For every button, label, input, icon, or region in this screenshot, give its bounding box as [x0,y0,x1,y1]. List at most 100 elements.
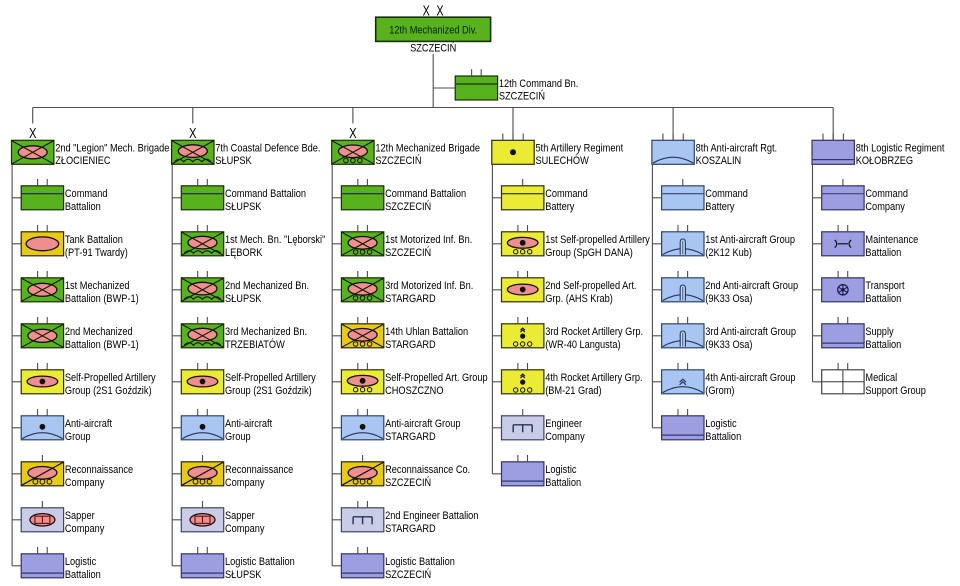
svg-text:SZCZECIŃ: SZCZECIŃ [375,153,421,167]
svg-text:Battery: Battery [545,201,575,213]
svg-text:2nd "Legion" Mech. Brigade: 2nd "Legion" Mech. Brigade [55,143,170,155]
svg-text:8th Logistic Regiment: 8th Logistic Regiment [856,143,945,155]
svg-text:Battalion: Battalion [705,431,741,443]
svg-text:4th Rocket Artillery Grp.: 4th Rocket Artillery Grp. [545,372,642,384]
svg-text:Logistic Battalion: Logistic Battalion [385,556,455,568]
svg-text:7th Coastal Defence Bde.: 7th Coastal Defence Bde. [215,143,320,155]
svg-text:(WR-40 Langusta): (WR-40 Langusta) [545,339,620,351]
svg-text:Tank Battalion: Tank Battalion [65,234,123,246]
svg-text:X: X [423,2,431,19]
svg-text:Logistic: Logistic [65,556,96,568]
svg-text:Anti-aircraft: Anti-aircraft [65,418,112,430]
svg-text:Command: Command [705,188,748,200]
svg-text:X: X [189,125,197,142]
svg-text:14th Uhlan Battalion: 14th Uhlan Battalion [385,326,468,338]
svg-text:STARGARD: STARGARD [385,431,436,443]
svg-text:Transport: Transport [865,280,904,292]
svg-text:2nd Mechanized: 2nd Mechanized [65,326,133,338]
svg-text:SŁUPSK: SŁUPSK [215,155,252,167]
svg-text:1st Anti-aircraft Group: 1st Anti-aircraft Group [705,234,795,246]
svg-text:Grp. (AHS Krab): Grp. (AHS Krab) [545,293,613,305]
svg-text:Command: Command [865,188,908,200]
svg-text:Engineer: Engineer [545,418,582,430]
svg-text:Battalion (BWP-1): Battalion (BWP-1) [65,293,139,305]
svg-text:12th Mechanized Div.: 12th Mechanized Div. [389,25,477,37]
svg-text:1st Self-propelled Artillery: 1st Self-propelled Artillery [545,234,650,246]
svg-text:Battalion: Battalion [65,569,101,581]
svg-text:3rd Rocket Artillery Grp.: 3rd Rocket Artillery Grp. [545,326,643,338]
svg-text:2nd Engineer Battalion: 2nd Engineer Battalion [385,510,478,522]
svg-text:X: X [29,125,37,142]
svg-text:X: X [349,125,357,142]
svg-text:Company: Company [225,477,265,489]
svg-text:1st Motorized Inf. Bn.: 1st Motorized Inf. Bn. [385,234,472,246]
svg-text:5th Artillery Regiment: 5th Artillery Regiment [536,143,624,155]
svg-text:SULECHÓW: SULECHÓW [536,153,590,167]
svg-text:Reconnaissance: Reconnaissance [65,464,134,476]
svg-text:2nd Self-propelled Art.: 2nd Self-propelled Art. [545,280,636,292]
svg-text:Logistic: Logistic [545,464,576,476]
svg-text:Group: Group [225,431,251,443]
svg-text:Support Group: Support Group [865,385,926,397]
svg-text:SZCZECIŃ: SZCZECIŃ [499,89,545,103]
svg-text:Group (SpGH DANA): Group (SpGH DANA) [545,247,633,259]
svg-text:Command Battalion: Command Battalion [225,188,306,200]
svg-text:Company: Company [545,431,585,443]
svg-text:(2K12 Kub): (2K12 Kub) [705,247,752,259]
svg-text:Self-Propelled Artillery: Self-Propelled Artillery [225,372,317,384]
svg-text:SZCZECIŃ: SZCZECIŃ [385,199,431,213]
svg-text:Logistic: Logistic [705,418,736,430]
svg-text:Company: Company [225,523,265,535]
svg-text:Sapper: Sapper [65,510,95,522]
svg-text:4th Anti-aircraft Group: 4th Anti-aircraft Group [705,372,796,384]
svg-text:STARGARD: STARGARD [385,293,436,305]
svg-text:12th Mechanized Brigade: 12th Mechanized Brigade [375,143,480,155]
svg-text:3rd Motorized Inf. Bn.: 3rd Motorized Inf. Bn. [385,280,473,292]
svg-text:ZŁOCIENIEC: ZŁOCIENIEC [55,155,110,167]
svg-text:Battalion: Battalion [865,293,901,305]
svg-text:Anti-aircraft: Anti-aircraft [225,418,272,430]
svg-text:Self-Propelled Artillery: Self-Propelled Artillery [65,372,157,384]
svg-text:Battery: Battery [705,201,735,213]
svg-text:STARGARD: STARGARD [385,339,436,351]
svg-text:(BM-21 Grad): (BM-21 Grad) [545,385,601,397]
svg-text:Group (2S1 Goździk): Group (2S1 Goździk) [65,385,152,397]
svg-text:SZCZECIŃ: SZCZECIŃ [385,245,431,259]
svg-text:SZCZECIŃ: SZCZECIŃ [410,41,456,55]
svg-text:Supply: Supply [865,326,894,338]
svg-text:3rd Anti-aircraft Group: 3rd Anti-aircraft Group [705,326,796,338]
svg-text:Company: Company [865,201,905,213]
svg-text:(9K33 Osa): (9K33 Osa) [705,339,752,351]
svg-text:Company: Company [65,477,105,489]
svg-text:KOSZALIN: KOSZALIN [696,155,742,167]
svg-text:Medical: Medical [865,372,897,384]
svg-text:Battalion (BWP-1): Battalion (BWP-1) [65,339,139,351]
svg-text:Group: Group [65,431,91,443]
svg-text:Command Battalion: Command Battalion [385,188,466,200]
svg-text:STARGARD: STARGARD [385,523,436,535]
svg-text:Battalion: Battalion [65,201,101,213]
svg-text:Reconnaissance Co.: Reconnaissance Co. [385,464,470,476]
svg-text:12th Command Bn.: 12th Command Bn. [499,79,578,91]
svg-text:Company: Company [65,523,105,535]
svg-text:Battalion: Battalion [865,339,901,351]
svg-text:Anti-aircraft Group: Anti-aircraft Group [385,418,461,430]
svg-text:Maintenance: Maintenance [865,234,918,246]
svg-text:2nd Mechanized Bn.: 2nd Mechanized Bn. [225,280,309,292]
svg-text:Group (2S1 Goździk): Group (2S1 Goździk) [225,385,312,397]
svg-text:Reconnaissance: Reconnaissance [225,464,294,476]
svg-text:1st Mechanized: 1st Mechanized [65,280,130,292]
svg-text:(9K33 Osa): (9K33 Osa) [705,293,752,305]
svg-text:CHOSZCZNO: CHOSZCZNO [385,385,444,397]
svg-text:(Grom): (Grom) [705,385,734,397]
svg-text:3rd Mechanized Bn.: 3rd Mechanized Bn. [225,326,307,338]
svg-text:LĘBORK: LĘBORK [225,247,263,259]
svg-text:8th Anti-aircraft Rgt.: 8th Anti-aircraft Rgt. [696,143,778,155]
svg-text:KOŁOBRZEG: KOŁOBRZEG [856,155,914,167]
svg-text:Sapper: Sapper [225,510,255,522]
svg-text:SZCZECIŃ: SZCZECIŃ [385,567,431,581]
svg-text:(PT-91 Twardy): (PT-91 Twardy) [65,247,128,259]
svg-text:SŁUPSK: SŁUPSK [225,569,262,581]
svg-text:2nd Anti-aircraft Group: 2nd Anti-aircraft Group [705,280,798,292]
svg-text:Command: Command [65,188,108,200]
